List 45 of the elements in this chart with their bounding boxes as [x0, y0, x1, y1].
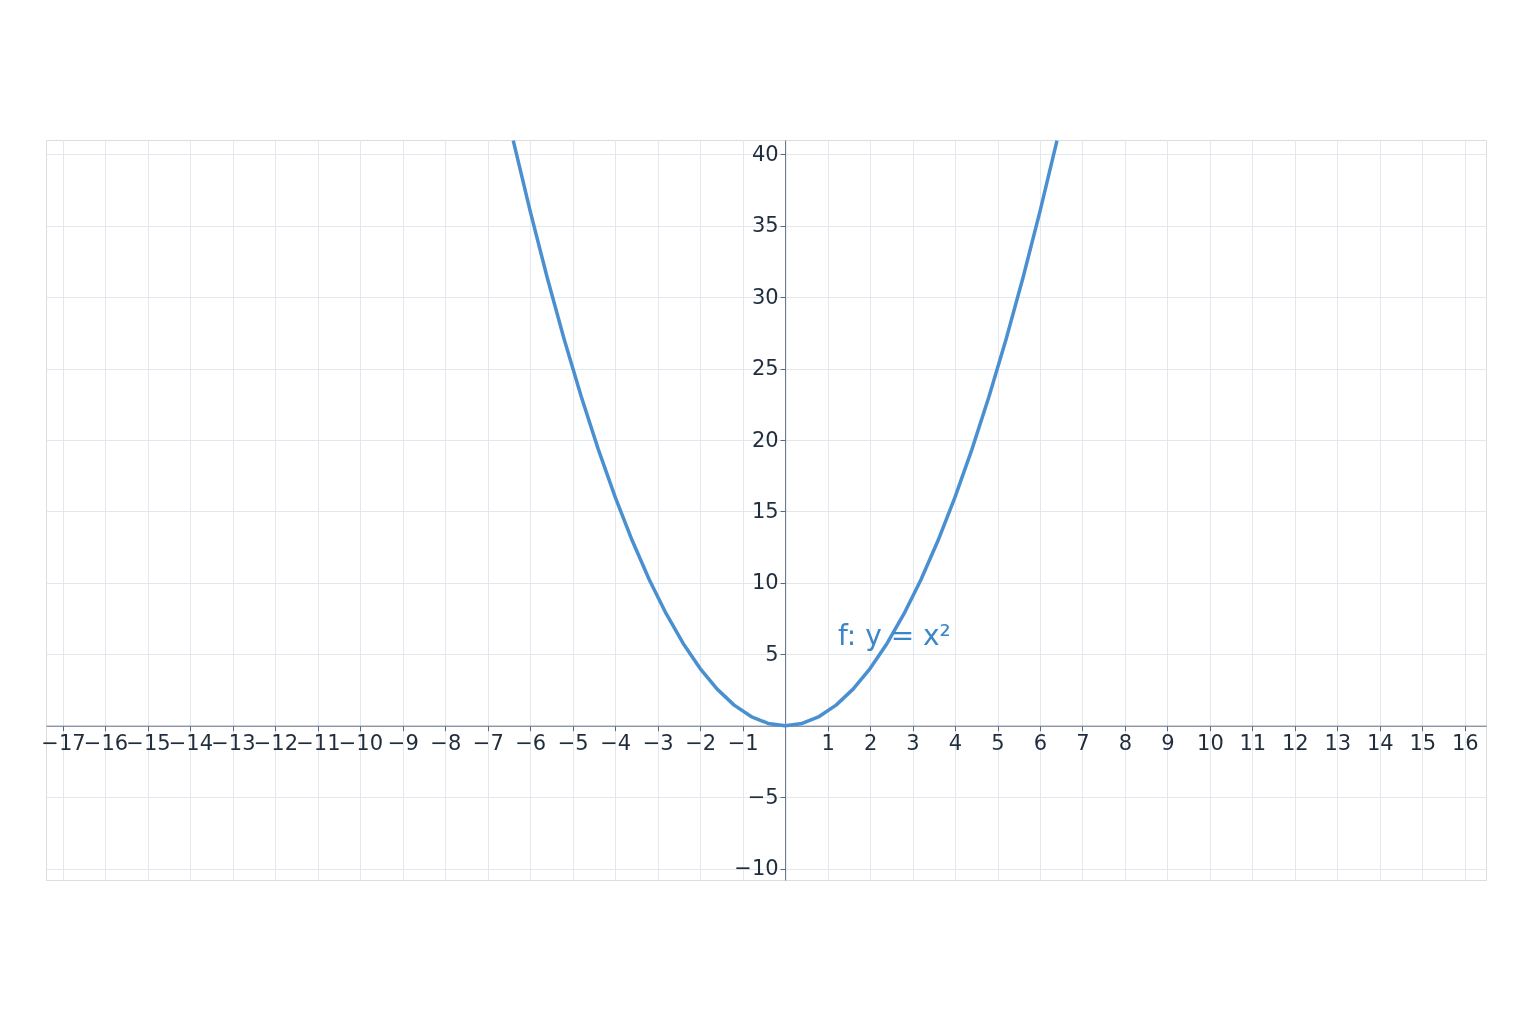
x-tick-label: 2 [863, 731, 878, 756]
x-tick-label: 9 [1161, 731, 1175, 756]
x-tick-label: −11 [296, 731, 341, 756]
y-tick-label: 15 [751, 498, 779, 523]
annotation: f: y = x² [838, 619, 951, 653]
y-tick-label: 35 [751, 213, 779, 238]
x-tick-label: 16 [1451, 731, 1479, 756]
x-tick-label: −12 [253, 731, 299, 756]
x-tick-label: −5 [557, 731, 589, 756]
x-tick-label: 7 [1076, 731, 1090, 756]
y-tick-label: −5 [747, 784, 779, 809]
x-tick-label: 11 [1239, 731, 1267, 756]
y-tick-label: −10 [734, 856, 779, 881]
y-tick-label: 5 [765, 641, 779, 666]
x-tick-label: 14 [1366, 731, 1394, 756]
x-tick-label: −10 [338, 731, 383, 756]
x-tick-label: 15 [1409, 731, 1437, 756]
x-tick-label: −17 [41, 731, 86, 756]
y-tick-label: 25 [751, 356, 779, 381]
x-tick-label: −9 [387, 731, 419, 756]
y-tick-label: 10 [751, 570, 779, 595]
x-tick-label: 3 [906, 731, 920, 756]
x-tick-label: 5 [991, 731, 1005, 756]
x-tick-label: −4 [600, 731, 632, 756]
x-tick-label: −1 [727, 731, 759, 756]
y-tick-label: 30 [751, 284, 779, 309]
x-tick-label: −16 [83, 731, 129, 756]
x-tick-label: −15 [126, 731, 171, 756]
x-tick-label: 6 [1033, 731, 1048, 756]
x-tick-label: −8 [430, 731, 462, 756]
x-tick-label: 13 [1324, 731, 1352, 756]
x-tick-label: −3 [642, 731, 674, 756]
y-tick-label: 20 [751, 427, 779, 452]
x-tick-label: −2 [685, 731, 717, 756]
x-tick-label: −14 [168, 731, 214, 756]
x-tick-label: 8 [1118, 731, 1133, 756]
y-tick-label: 40 [751, 141, 779, 166]
x-tick-label: −7 [472, 731, 504, 756]
x-tick-label: −6 [515, 731, 547, 756]
x-tick-label: 4 [948, 731, 963, 756]
x-tick-label: 12 [1281, 731, 1309, 756]
x-tick-label: 10 [1197, 731, 1224, 756]
x-tick-label: 1 [821, 731, 835, 756]
x-tick-label: −13 [211, 731, 256, 756]
line-series [511, 140, 1059, 728]
